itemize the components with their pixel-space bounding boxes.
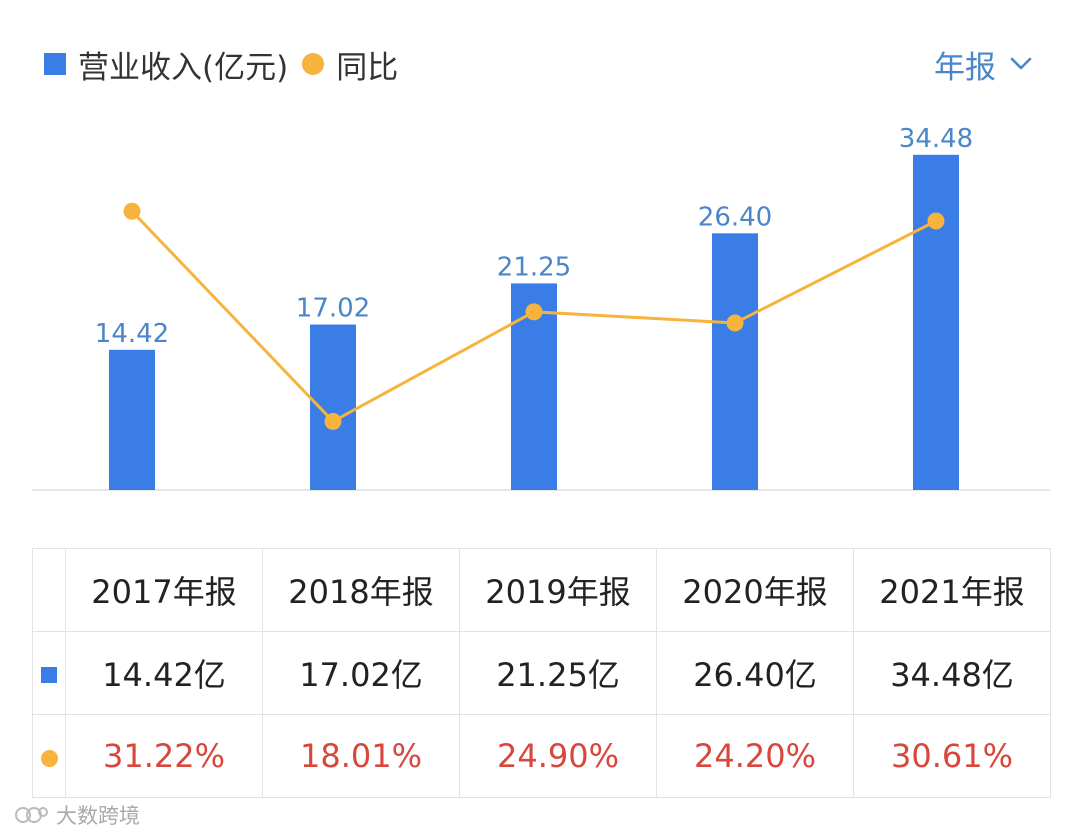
legend-bar-swatch <box>44 53 66 75</box>
table-cell: 31.22% <box>65 714 263 798</box>
table-header-cell: 2020年报 <box>656 548 854 632</box>
growth-point-2017年报 <box>123 202 141 220</box>
bar-value-label: 34.48 <box>899 124 973 154</box>
table-key-cell <box>32 631 66 715</box>
table-cell: 17.02亿 <box>262 631 460 715</box>
bar-2018年报 <box>310 324 356 490</box>
growth-swatch-icon <box>40 749 58 767</box>
revenue-chart: 14.42 17.02 21.25 26.40 34.48 <box>32 124 1050 491</box>
bar-value-label: 17.02 <box>296 294 370 324</box>
table-row-revenue: 14.42亿 17.02亿 21.25亿 26.40亿 34.48亿 <box>32 631 1051 715</box>
revenue-swatch-icon <box>41 667 57 683</box>
chevron-down-icon <box>1010 57 1032 70</box>
table-header-row: 2017年报 2018年报 2019年报 2020年报 2021年报 <box>32 548 1051 632</box>
growth-point-2019年报 <box>525 303 543 321</box>
growth-point-2021年报 <box>927 212 945 230</box>
period-selector-label: 年报 <box>934 49 996 86</box>
table-header-cell: 2019年报 <box>459 548 657 632</box>
legend-bar-label: 营业收入(亿元) <box>78 49 289 86</box>
chart-legend: 营业收入(亿元) 同比 <box>44 40 398 88</box>
table-header-cell: 2017年报 <box>65 548 263 632</box>
table-cell: 21.25亿 <box>459 631 657 715</box>
table-key-cell <box>32 714 66 798</box>
bar-value-label: 14.42 <box>95 319 169 349</box>
table-corner-cell <box>32 548 66 632</box>
table-row-growth: 31.22% 18.01% 24.90% 24.20% 30.61% <box>32 714 1051 798</box>
growth-point-2018年报 <box>324 412 342 430</box>
growth-point-2020年报 <box>726 314 744 332</box>
table-cell: 26.40亿 <box>656 631 854 715</box>
legend-line-label: 同比 <box>336 49 399 86</box>
watermark-logo-icon <box>15 807 48 823</box>
table-cell: 30.61% <box>853 714 1051 798</box>
bar-value-label: 26.40 <box>698 202 772 232</box>
bar-2021年报 <box>913 154 959 490</box>
table-header-cell: 2018年报 <box>262 548 460 632</box>
table-cell: 14.42亿 <box>65 631 263 715</box>
table-cell: 24.90% <box>459 714 657 798</box>
bar-2020年报 <box>712 233 758 491</box>
bar-value-label: 21.25 <box>497 252 571 282</box>
data-table: 2017年报 2018年报 2019年报 2020年报 2021年报 14.42… <box>32 548 1051 798</box>
period-selector[interactable]: 年报 <box>934 40 1032 88</box>
legend-line-swatch <box>302 53 325 75</box>
bar-2017年报 <box>109 349 155 490</box>
table-header-cell: 2021年报 <box>853 548 1051 632</box>
table-cell: 18.01% <box>262 714 460 798</box>
watermark-text: 大数跨境 <box>56 804 140 828</box>
table-cell: 24.20% <box>656 714 854 798</box>
watermark: 大数跨境 <box>14 800 140 830</box>
table-cell: 34.48亿 <box>853 631 1051 715</box>
